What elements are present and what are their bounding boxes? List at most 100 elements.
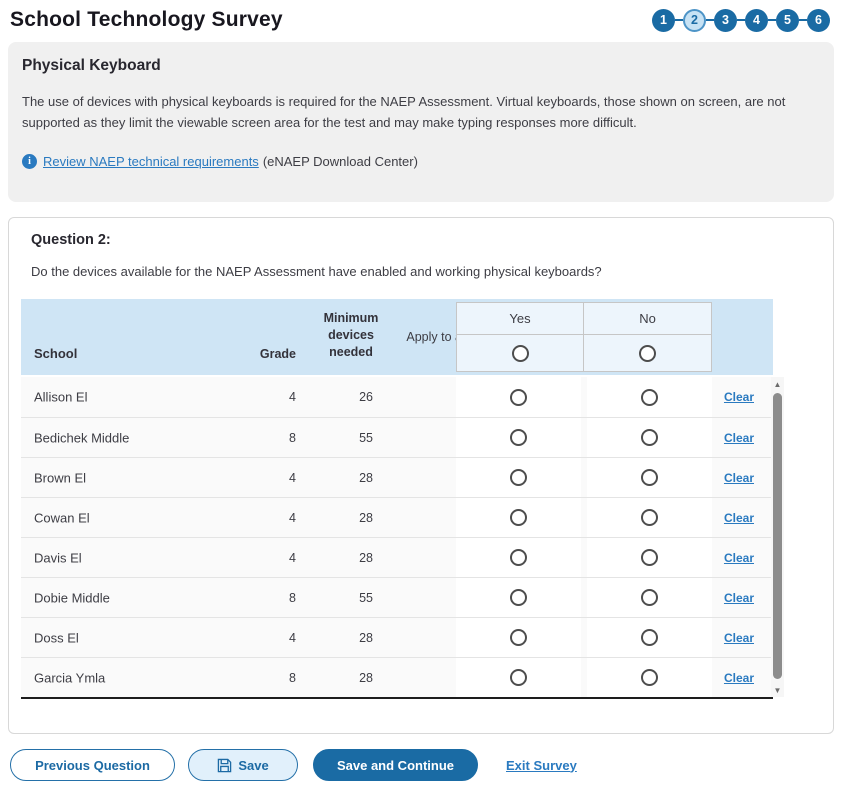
table-row: Davis El 4 28 Clear (21, 537, 773, 577)
intro-text: The use of devices with physical keyboar… (22, 94, 786, 131)
scroll-down-icon[interactable]: ▼ (773, 685, 782, 695)
yes-radio[interactable] (510, 669, 527, 686)
no-radio[interactable] (641, 589, 658, 606)
no-radio[interactable] (641, 629, 658, 646)
no-radio[interactable] (641, 388, 658, 406)
save-and-continue-button[interactable]: Save and Continue (313, 749, 478, 781)
table-row: Allison El 4 26 Clear (21, 377, 773, 417)
no-radio[interactable] (641, 549, 658, 566)
yes-radio[interactable] (510, 469, 527, 486)
yes-no-header-box: Yes No (456, 302, 712, 372)
yes-cell (456, 658, 581, 697)
clear-link[interactable]: Clear (723, 390, 754, 404)
yes-radio[interactable] (510, 549, 527, 566)
devices-value: 55 (359, 430, 373, 445)
yes-cell (456, 458, 581, 497)
save-button[interactable]: Save (188, 749, 298, 781)
step-connector (799, 19, 807, 21)
page-title: School Technology Survey (10, 8, 283, 31)
info-icon: i (22, 153, 37, 169)
col-header-devices: Minimum devices needed (323, 311, 379, 360)
yes-cell (456, 618, 581, 657)
no-radio[interactable] (641, 429, 658, 446)
schools-table: School Grade Minimum devices needed Appl… (21, 299, 789, 699)
step-2[interactable]: 2 (683, 8, 706, 32)
yes-radio[interactable] (510, 388, 527, 406)
step-connector (737, 19, 745, 21)
step-connector (706, 19, 714, 21)
school-name: Doss El (34, 630, 79, 645)
devices-value: 28 (359, 510, 373, 525)
save-button-label: Save (238, 757, 269, 773)
school-name: Cowan El (34, 510, 90, 525)
table-row: Bedichek Middle 8 55 Clear (21, 417, 773, 457)
step-3[interactable]: 3 (714, 8, 737, 32)
grade-value: 8 (289, 590, 296, 605)
clear-link[interactable]: Clear (723, 630, 754, 645)
table-scrollbar[interactable]: ▲ ▼ (771, 377, 784, 697)
school-name: Allison El (34, 389, 88, 405)
grade-value: 4 (289, 550, 296, 565)
step-connector (675, 19, 683, 21)
table-row: Brown El 4 28 Clear (21, 457, 773, 497)
school-name: Dobie Middle (34, 590, 110, 605)
no-cell (587, 618, 712, 657)
no-radio[interactable] (641, 509, 658, 526)
no-cell (587, 538, 712, 577)
apply-all-no-cell (584, 335, 711, 371)
devices-value: 28 (359, 550, 373, 565)
apply-all-yes-radio[interactable] (511, 344, 529, 362)
no-cell (587, 658, 712, 697)
col-header-yes: Yes (457, 303, 584, 335)
yes-radio[interactable] (510, 429, 527, 446)
section-heading: Physical Keyboard (22, 57, 161, 74)
clear-link[interactable]: Clear (723, 470, 754, 485)
question-text: Do the devices available for the NAEP As… (31, 264, 602, 279)
apply-to-all-label: Apply to all: (406, 329, 471, 344)
yes-radio[interactable] (510, 509, 527, 526)
previous-question-button[interactable]: Previous Question (10, 749, 175, 781)
yes-radio[interactable] (510, 589, 527, 606)
table-row: Doss El 4 28 Clear (21, 617, 773, 657)
clear-link[interactable]: Clear (723, 670, 754, 685)
step-4[interactable]: 4 (745, 8, 768, 32)
no-cell (587, 418, 712, 457)
apply-all-yes-cell (457, 335, 584, 371)
clear-link[interactable]: Clear (723, 510, 754, 525)
school-name: Garcia Ymla (34, 670, 106, 685)
school-name: Brown El (34, 470, 87, 485)
grade-value: 8 (289, 670, 296, 685)
yes-cell (456, 578, 581, 617)
yes-radio[interactable] (510, 629, 527, 646)
step-5[interactable]: 5 (776, 8, 799, 32)
scroll-up-icon[interactable]: ▲ (773, 379, 782, 389)
no-radio[interactable] (641, 469, 658, 486)
table-row: Cowan El 4 28 Clear (21, 497, 773, 537)
grade-value: 8 (289, 430, 296, 445)
col-header-grade: Grade (259, 347, 296, 361)
step-6[interactable]: 6 (807, 8, 830, 32)
table-row: Dobie Middle 8 55 Clear (21, 577, 773, 617)
no-cell (587, 458, 712, 497)
save-icon (218, 758, 232, 772)
requirements-link[interactable]: Review NAEP technical requirements (43, 153, 259, 169)
yes-cell (456, 498, 581, 537)
table-header: School Grade Minimum devices needed Appl… (21, 299, 773, 375)
no-cell (587, 498, 712, 537)
step-1[interactable]: 1 (652, 8, 675, 32)
devices-value: 28 (359, 470, 373, 485)
school-name: Bedichek Middle (34, 430, 130, 445)
no-cell (587, 578, 712, 617)
no-radio[interactable] (641, 669, 658, 686)
footer-actions: Previous Question Save Save and Continue… (10, 749, 834, 781)
apply-all-no-radio[interactable] (639, 344, 656, 362)
clear-link[interactable]: Clear (723, 550, 754, 565)
clear-link[interactable]: Clear (723, 430, 754, 445)
clear-link[interactable]: Clear (723, 590, 754, 605)
scrollbar-thumb[interactable] (773, 393, 782, 679)
exit-survey-link[interactable]: Exit Survey (506, 757, 577, 773)
question-section: Question 2: Do the devices available for… (8, 217, 834, 734)
table-body: Allison El 4 26 Clear Bedichek Middle 8 … (21, 377, 773, 699)
